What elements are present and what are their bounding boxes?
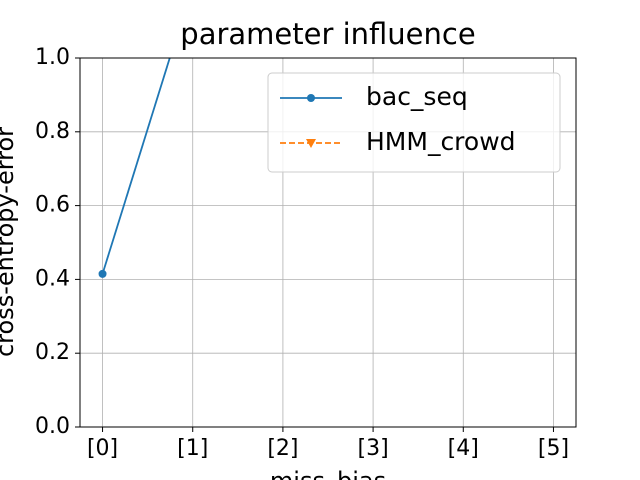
series-line — [101, 58, 171, 275]
y-tick-label: 0.2 — [35, 340, 70, 365]
y-tick-label: 0.0 — [35, 414, 70, 439]
legend-marker — [306, 139, 316, 148]
y-tick-label: 0.6 — [35, 193, 70, 218]
y-axis-label: cross-entropy-error — [0, 127, 19, 357]
x-tick-label: [1] — [177, 436, 208, 461]
plot-area — [98, 58, 171, 278]
x-tick-label: [0] — [87, 436, 118, 461]
y-tick-label: 1.0 — [35, 45, 70, 70]
legend-label: HMM_crowd — [366, 127, 516, 156]
x-tick-label: [5] — [538, 436, 569, 461]
x-tick-label: [2] — [267, 436, 298, 461]
legend-label: bac_seq — [366, 82, 468, 111]
x-axis-label: miss_bias — [270, 467, 386, 480]
x-tick-label: [4] — [448, 436, 479, 461]
x-tick-label: [3] — [358, 436, 389, 461]
legend-marker — [307, 94, 315, 102]
point — [98, 269, 107, 278]
chart-title: parameter influence — [180, 17, 475, 51]
y-tick-label: 0.8 — [35, 119, 70, 144]
plot-frame — [79, 57, 577, 428]
y-tick-label: 0.4 — [35, 266, 70, 291]
legend: bac_seq HMM_crowd — [267, 72, 561, 173]
